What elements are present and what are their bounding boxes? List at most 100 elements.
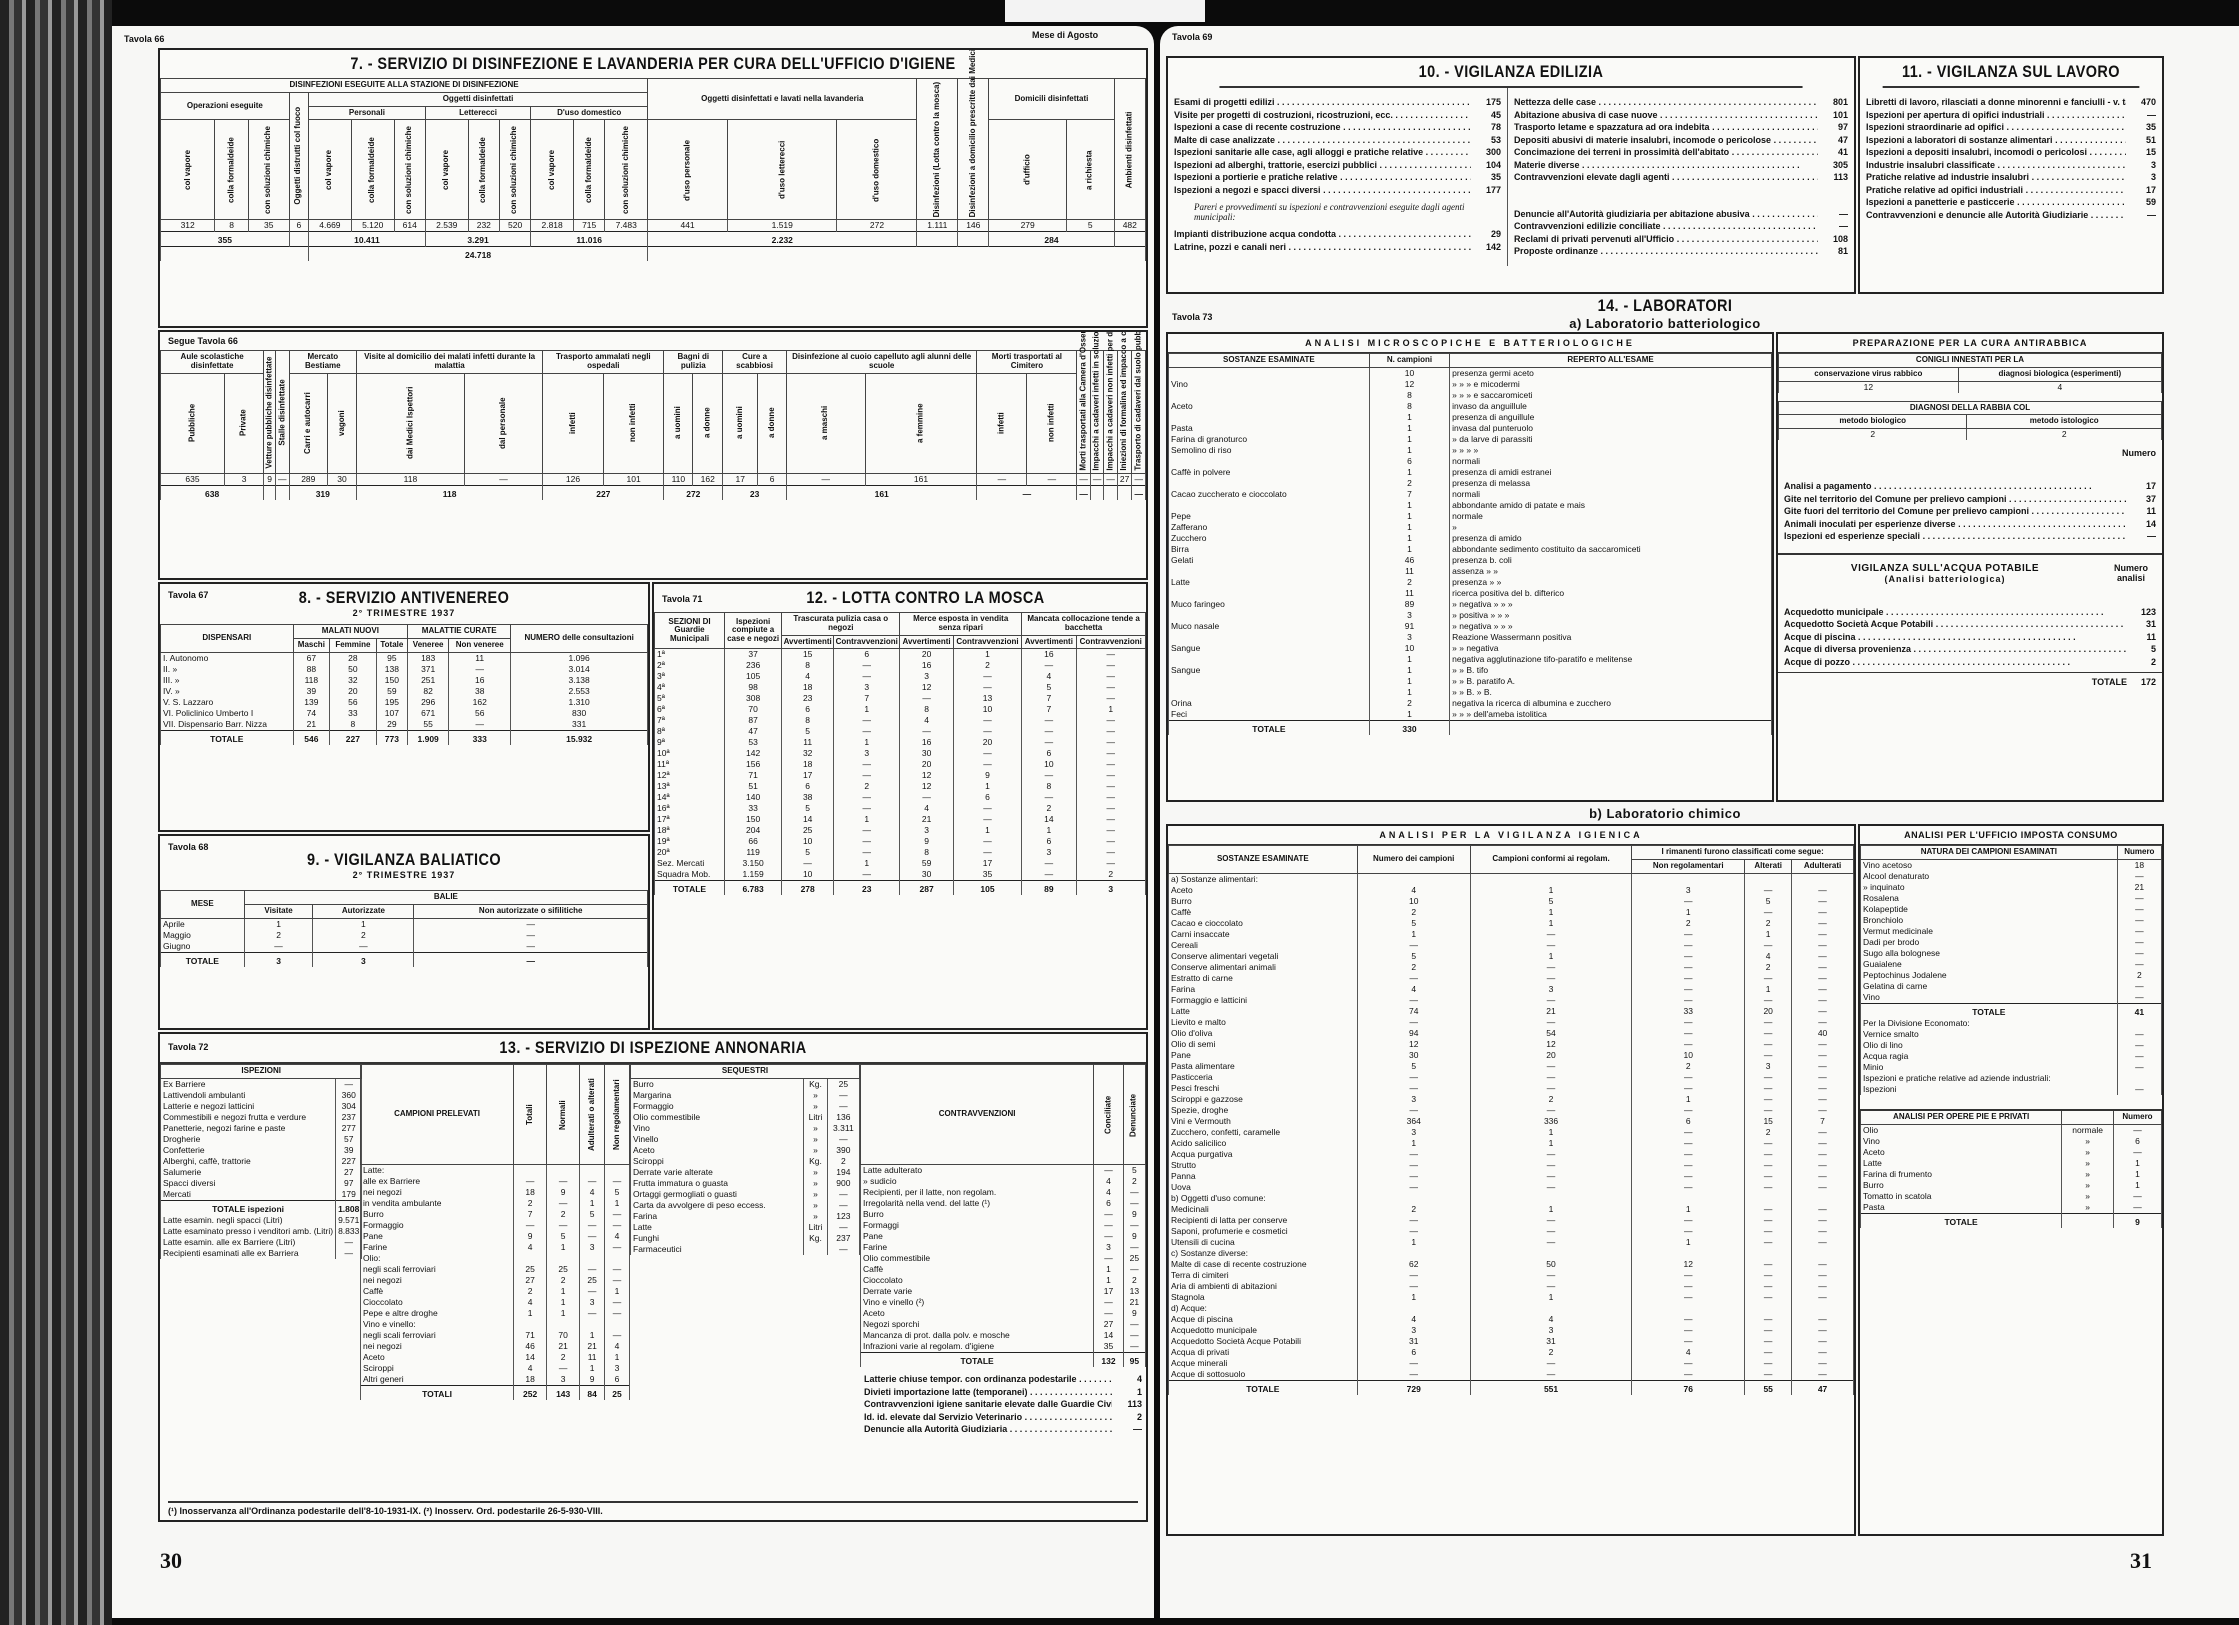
table-cell: — bbox=[1631, 972, 1746, 984]
table-cell: 2 bbox=[513, 1198, 548, 1209]
table-cell: 304 bbox=[335, 1100, 363, 1112]
table-cell: 20 bbox=[899, 648, 954, 661]
table-cell: 82 bbox=[407, 685, 450, 697]
table-9-title: 9. - VIGILANZA BALIATICO bbox=[306, 850, 502, 869]
table-row: Uova — — — — — bbox=[1168, 1181, 1854, 1193]
table-row: Peptochinus Jodalene 2 bbox=[1860, 969, 2162, 981]
item-label: Proposte ordinanze bbox=[1514, 245, 1818, 258]
table-cell: — bbox=[1075, 715, 1146, 727]
table-7: DISINFEZIONI ESEGUITE ALLA STAZIONE DI D… bbox=[160, 50, 1146, 262]
table-cell: 2 bbox=[312, 929, 415, 941]
table-8: DISPENSARI MALATI NUOVI MALATTIE CURATE NUM… bbox=[160, 624, 648, 745]
table-cell bbox=[513, 1319, 548, 1330]
table-cell: 30 bbox=[899, 869, 954, 881]
column-header: Visitate bbox=[243, 903, 314, 919]
table-cell: 30 bbox=[1356, 1049, 1471, 1061]
column-header: Contravvenzioni bbox=[952, 634, 1023, 650]
table-cell: Latte esamin. alle ex Barriere (Litri) bbox=[160, 1236, 337, 1248]
table-cell: — bbox=[1356, 1071, 1471, 1083]
table-cell: Aceto bbox=[1168, 884, 1358, 896]
table-row: Aceto» — bbox=[1860, 1146, 2162, 1158]
table-cell: 227 bbox=[329, 729, 377, 745]
table-cell: Strutto bbox=[1168, 1159, 1358, 1171]
item-value: 97 bbox=[1837, 122, 1848, 132]
table-cell: — bbox=[1469, 1071, 1633, 1083]
table-cell: 25 bbox=[826, 1078, 861, 1090]
table-cell: 2 bbox=[1778, 428, 1968, 441]
table-cell: — bbox=[1791, 1038, 1854, 1050]
table-cell: — bbox=[1631, 1170, 1746, 1182]
table-row: Vini e Vermouth 364 336 6 15 7 bbox=[1168, 1115, 1854, 1127]
table-cell: Lievito e malto bbox=[1168, 1016, 1358, 1028]
table-11-section: 11. - VIGILANZA SUL LAVORO Libretti di l… bbox=[1858, 56, 2164, 294]
table-9-section: Tavola 68 9. - VIGILANZA BALIATICO 2° TR… bbox=[158, 834, 650, 1030]
table-cell: — bbox=[952, 726, 1023, 738]
table-cell: Cacao e cioccolato bbox=[1168, 917, 1358, 929]
table-cell: 1 bbox=[1469, 917, 1633, 929]
number-column-label: Numero bbox=[2121, 448, 2156, 459]
table-cell: — bbox=[546, 1176, 581, 1187]
item-value: 2 bbox=[1136, 1411, 1142, 1422]
table-cell: — bbox=[2112, 1190, 2162, 1202]
table-row: Formaggio e latticini — — — — — bbox=[1168, 994, 1854, 1006]
right-page: Tavola 69 10. - VIGILANZA EDILIZIA Esami… bbox=[1160, 26, 2239, 1618]
table-cell: 1 bbox=[1469, 1137, 1633, 1149]
table-row: Infrazioni varie al regolam. d'igiene 35— bbox=[859, 1341, 1146, 1353]
table-row: Latte Litri — bbox=[629, 1221, 861, 1233]
table-cell: » sudicio bbox=[859, 1176, 1095, 1187]
table-row: Minio — bbox=[1860, 1061, 2162, 1073]
table-cell: 1.310 bbox=[510, 696, 648, 708]
table-cell: presenza di amidi estranei bbox=[1449, 466, 1772, 478]
list-item: Trasporto letame e spazzatura ad ora ind… bbox=[1514, 121, 1848, 134]
violations-notes: Latterie chiuse tempor. con ordinanza po… bbox=[860, 1373, 1146, 1436]
table-cell: — bbox=[1791, 1346, 1854, 1358]
table-row: Formaggio — — — — bbox=[359, 1220, 630, 1231]
table-cell: — bbox=[1469, 1368, 1633, 1381]
table-cell: 279 bbox=[988, 219, 1067, 232]
table-cell: 10 bbox=[781, 836, 835, 848]
item-value: 37 bbox=[2145, 493, 2156, 504]
table-cell: TOTALI bbox=[359, 1385, 515, 1400]
table-cell: — bbox=[1075, 792, 1146, 804]
table-cell: 729 bbox=[1356, 1379, 1471, 1395]
table-cell: 10 bbox=[1356, 895, 1471, 907]
tavola-label: Tavola 67 bbox=[168, 590, 209, 600]
table-row: Acque di piscina 4 4— — — bbox=[1168, 1313, 1854, 1325]
table-cell: 7.483 bbox=[604, 219, 649, 232]
table-row: Vino» 6 bbox=[1860, 1135, 2162, 1147]
table-cell bbox=[546, 1253, 581, 1264]
item-label: Contravvenzioni igiene sanitarie elevate… bbox=[864, 1398, 1112, 1411]
column-header: con soluzioni chimiche bbox=[604, 119, 648, 220]
table-row: d) Acque: bbox=[1168, 1302, 1854, 1314]
item-label: Acque di diversa provenienza bbox=[1784, 643, 2126, 656]
table-cell: 12 bbox=[1356, 1038, 1471, 1050]
list-item: Id. id. elevate dal Servizio Veterinario… bbox=[864, 1411, 1142, 1424]
item-value: 801 bbox=[1832, 97, 1848, 107]
table-cell: presenza di melassa bbox=[1449, 477, 1772, 489]
column-header: Trascurata pulizia casa o negozi bbox=[781, 612, 901, 636]
table-row: Carta da avvolgere di peso eccess.» — bbox=[629, 1199, 861, 1211]
table-cell: 1 bbox=[579, 1330, 606, 1341]
list-item: Reclami di privati pervenuti all'Ufficio… bbox=[1514, 233, 1848, 246]
column-header: Aule scolastiche disinfettate bbox=[160, 350, 265, 374]
list-item: Gite fuori del territorio del Comune per… bbox=[1784, 505, 2156, 518]
table-cell: — bbox=[579, 1231, 606, 1242]
item-label: Ispezioni a panetterie e pasticcerie bbox=[1866, 196, 2126, 209]
table-cell: 3ª bbox=[654, 671, 726, 683]
column-header: conservazione virus rabbico bbox=[1778, 366, 1959, 382]
table-cell: 3.138 bbox=[510, 674, 648, 686]
table-cell: — bbox=[1791, 1236, 1854, 1248]
table-cell: 9.571 bbox=[335, 1214, 363, 1226]
item-value: 305 bbox=[1832, 159, 1848, 170]
table-row: VII. Dispensario Barr. Nizza 21 8 29 55—331 bbox=[160, 718, 648, 731]
table-cell: Pesci freschi bbox=[1168, 1082, 1358, 1094]
table-row: Confetterie 39 bbox=[160, 1144, 363, 1156]
list-item: Contravvenzioni e denuncie alle Autorità… bbox=[1866, 209, 2156, 222]
table-cell: — bbox=[1356, 1280, 1471, 1292]
list-item: Ispezioni ad alberghi, trattorie, eserci… bbox=[1174, 159, 1501, 172]
table-row: in vendita ambulante 2—1 1 bbox=[359, 1198, 630, 1209]
table-row: Mancanza di prot. dalla polv. e mosche 14… bbox=[859, 1330, 1146, 1341]
table-cell: Negozi sporchi bbox=[859, 1319, 1095, 1330]
table-cell: — bbox=[1791, 1093, 1854, 1105]
table-row: 1 abbondante amido di patate e mais bbox=[1168, 499, 1772, 511]
